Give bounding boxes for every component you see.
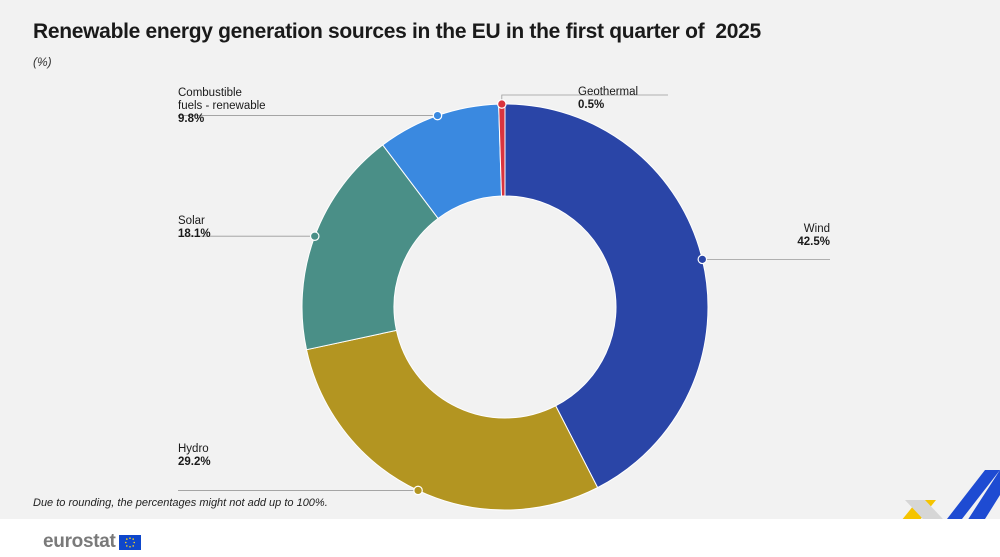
callout-dot-solar xyxy=(309,231,320,242)
slice-label-geothermal: Geothermal xyxy=(578,86,638,98)
eu-flag-icon xyxy=(118,534,141,550)
callout-dot-wind xyxy=(697,254,708,265)
slice-value-wind: 42.5% xyxy=(797,236,830,248)
callout-dot-combustible-fuels-renewable xyxy=(432,110,443,121)
eurostat-logo: eurostat xyxy=(43,531,141,553)
slice-label-hydro: Hydro xyxy=(178,443,209,455)
slice-value-hydro: 29.2% xyxy=(178,456,211,468)
slice-label-solar: Solar xyxy=(178,215,205,227)
slice-hydro xyxy=(305,329,599,511)
slice-wind xyxy=(504,103,709,489)
footer-bar xyxy=(0,519,1000,557)
slice-value-geothermal: 0.5% xyxy=(578,99,604,111)
callout-dot-hydro xyxy=(413,485,423,496)
slice-solar xyxy=(301,144,439,351)
callout-dot-geothermal xyxy=(497,99,507,109)
chart-title: Renewable energy generation sources in t… xyxy=(33,20,761,43)
logo-text: eurostat xyxy=(43,531,116,552)
slice-label-combustible-fuels-renewable: fuels - renewable xyxy=(178,100,266,112)
slice-label-wind: Wind xyxy=(804,223,830,235)
slice-value-combustible-fuels-renewable: 9.8% xyxy=(178,113,204,125)
chart-unit: (%) xyxy=(33,55,52,69)
footnote: Due to rounding, the percentages might n… xyxy=(33,497,328,509)
slice-value-solar: 18.1% xyxy=(178,228,211,240)
slice-label-combustible-fuels-renewable: Combustible xyxy=(178,87,242,99)
